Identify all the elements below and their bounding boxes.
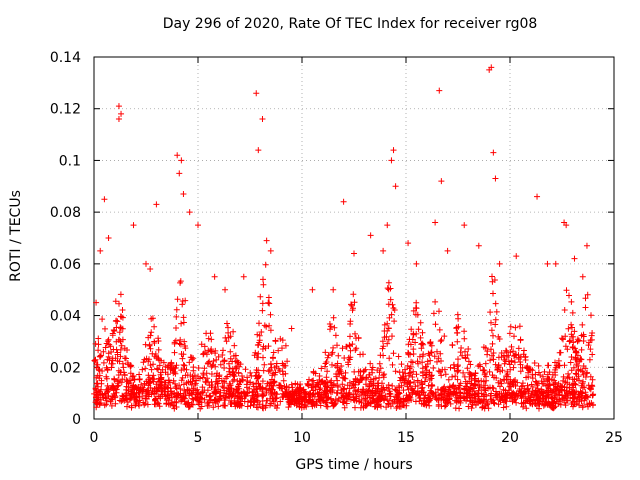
data-point [115,103,122,110]
data-point [118,110,125,117]
data-point [413,260,420,267]
data-point [195,222,201,229]
data-point [583,242,590,249]
data-point [392,183,399,190]
data-point [438,178,445,185]
data-point [388,157,395,164]
data-point [115,116,122,123]
data-point [436,87,443,94]
data-point [461,222,468,229]
y-tick-label: 0.02 [50,360,81,376]
data-point [147,266,154,273]
data-point [105,235,112,241]
data-point [93,299,100,306]
data-point [380,247,387,254]
data-point [178,157,185,164]
data-point [211,273,218,280]
data-point [552,260,559,267]
y-tick-label: 0.04 [50,309,81,325]
y-tick-label: 0.1 [59,153,81,169]
data-point [180,191,187,198]
data-point [432,219,439,226]
chart-title: Day 296 of 2020, Rate Of TEC Index for r… [162,16,538,32]
data-point [490,149,497,156]
x-tick-label: 20 [501,430,519,446]
data-point [101,196,108,203]
data-point [186,209,193,216]
data-point [97,247,104,254]
data-point [174,152,181,159]
data-point [253,90,260,97]
data-point [351,250,357,257]
data-point [176,170,183,177]
data-points [91,64,597,412]
y-tick-label: 0 [72,412,81,428]
data-point [255,147,262,154]
data-point [340,198,347,205]
data-point [534,193,541,200]
plot-frame [93,56,615,420]
data-point [579,273,586,280]
data-point [475,242,482,249]
background-point-cloud [91,261,597,412]
data-point [544,260,551,267]
data-point [563,222,570,229]
data-point [143,260,149,267]
y-tick-label: 0.14 [50,50,81,66]
data-point [571,255,578,262]
y-axis-label: ROTI / TECUs [8,190,24,282]
x-tick-label: 5 [194,430,203,446]
data-point [488,64,495,71]
y-tick-label: 0.12 [50,102,81,118]
data-point [309,286,316,293]
tick-marks [93,56,615,420]
y-tick-label: 0.06 [50,257,81,273]
data-point [263,237,270,244]
data-point [492,175,499,182]
data-point [267,247,274,254]
data-point [259,116,266,123]
x-tick-label: 25 [605,430,623,446]
data-point [240,273,247,280]
data-point [390,147,397,154]
grid [94,57,614,419]
x-tick-label: 15 [397,430,415,446]
data-point [330,286,337,293]
x-tick-label: 10 [293,430,311,446]
y-tick-label: 0.08 [50,205,81,221]
x-tick-label: 0 [90,430,99,446]
data-point [384,222,391,229]
data-point [367,232,374,239]
data-point [222,286,229,293]
data-point [444,247,451,254]
data-point [153,201,160,208]
tick-labels: 0 5 10 15 20 25 0 0.02 0.04 0.06 0.08 0.1 0.12 0.14 [50,50,623,446]
data-point [288,325,295,332]
data-point [496,260,503,267]
data-point [513,253,520,260]
x-axis-label: GPS time / hours [295,457,413,473]
data-point [405,240,412,247]
data-point [130,222,137,229]
